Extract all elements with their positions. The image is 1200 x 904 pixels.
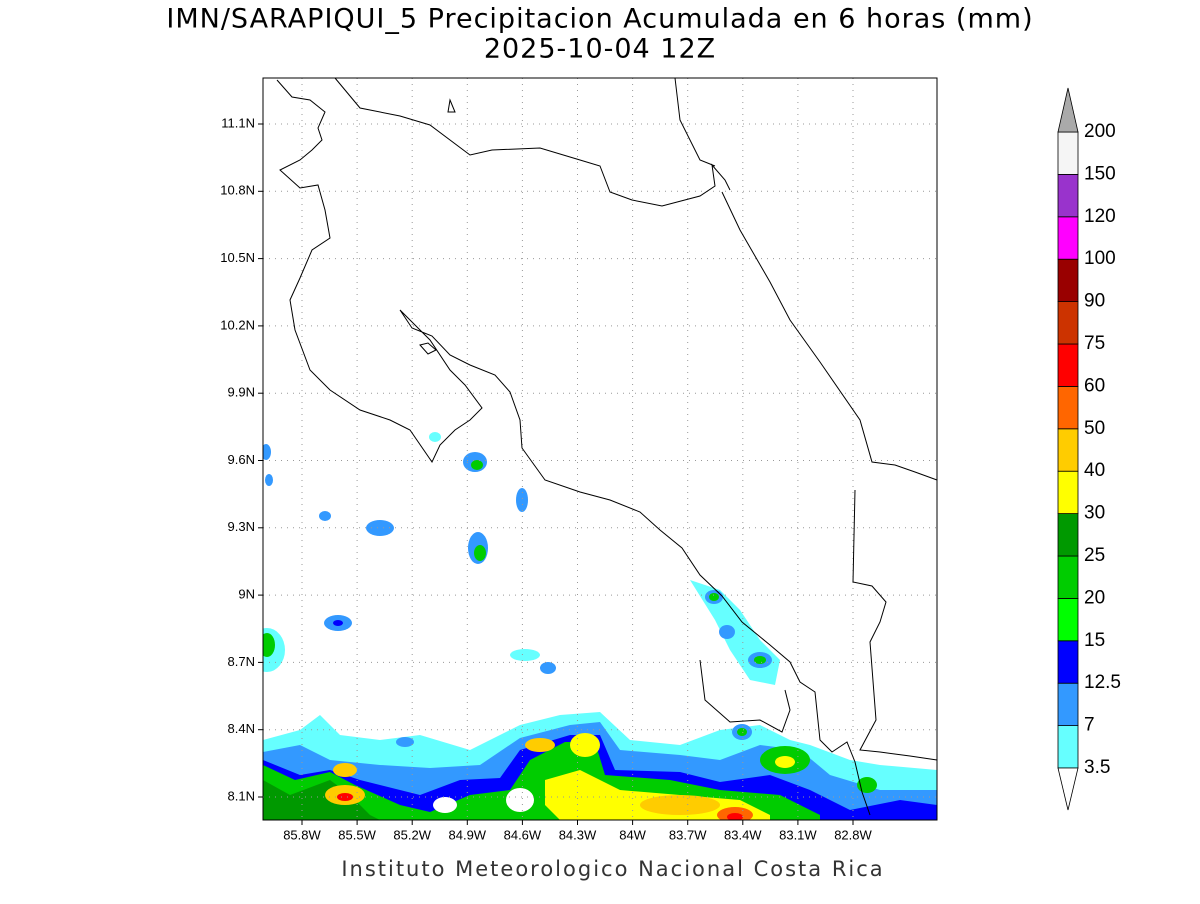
- lat-label: 9.3N: [228, 519, 255, 534]
- lon-label: 82.8W: [834, 827, 872, 842]
- colorbar-label: 200: [1084, 121, 1116, 142]
- colorbar-segment: [1057, 258, 1079, 303]
- lon-label: 84W: [619, 827, 646, 842]
- lon-label: 84.9W: [449, 827, 487, 842]
- title: IMN/SARAPIQUI_5 Precipitacion Acumulada …: [166, 4, 1033, 35]
- colorbar-label: 20: [1084, 587, 1105, 608]
- colorbar: 3.5 7 12.5 15 20 25 30 40 50 60 75 90 100 120 150 200: [1057, 87, 1121, 811]
- colorbar-segment: [1057, 640, 1079, 684]
- colorbar-segment: [1057, 173, 1079, 218]
- grid: [263, 78, 937, 820]
- colorbar-label: 7: [1084, 715, 1095, 736]
- lat-label: 10.8N: [220, 183, 255, 198]
- lon-label: 85.8W: [283, 827, 321, 842]
- lon-label: 83.4W: [724, 827, 762, 842]
- lat-label: 9N: [238, 587, 255, 602]
- colorbar-label: 150: [1084, 163, 1116, 184]
- colorbar-label: 12.5: [1084, 672, 1121, 693]
- colorbar-segment: [1057, 470, 1079, 515]
- subtitle: 2025-10-04 12Z: [484, 34, 716, 65]
- colorbar-segment: [1057, 131, 1079, 175]
- coastlines: [276, 77, 938, 816]
- colorbar-label: 90: [1084, 291, 1105, 312]
- colorbar-segment: [1057, 682, 1079, 727]
- colorbar-under: [1057, 767, 1079, 811]
- footer: Instituto Meteorologico Nacional Costa R…: [341, 857, 884, 881]
- lon-label: 84.3W: [559, 827, 597, 842]
- colorbar-segment: [1057, 385, 1079, 430]
- precipitation-field: [263, 432, 937, 820]
- lat-label: 9.9N: [228, 385, 255, 400]
- colorbar-label: 100: [1084, 248, 1116, 269]
- lat-label: 10.5N: [220, 250, 255, 265]
- colorbar-segment: [1057, 301, 1079, 345]
- colorbar-label: 50: [1084, 418, 1105, 439]
- lon-label: 84.6W: [504, 827, 542, 842]
- lat-label: 8.4N: [228, 721, 255, 736]
- lat-label: 10.2N: [220, 317, 255, 332]
- colorbar-label: 30: [1084, 503, 1105, 524]
- lat-label: 9.6N: [228, 452, 255, 467]
- colorbar-label: 60: [1084, 375, 1105, 396]
- lon-label: 83.7W: [669, 827, 707, 842]
- colorbar-label: 15: [1084, 630, 1105, 651]
- colorbar-segment: [1057, 513, 1079, 557]
- lat-label: 8.7N: [228, 654, 255, 669]
- lon-label: 85.2W: [393, 827, 431, 842]
- colorbar-label: 40: [1084, 460, 1105, 481]
- colorbar-label: 120: [1084, 206, 1116, 227]
- lat-label: 8.1N: [228, 788, 255, 803]
- colorbar-segment: [1057, 343, 1079, 387]
- map-frame: [262, 77, 938, 821]
- colorbar-segment: [1057, 555, 1079, 599]
- colorbar-segment: [1057, 725, 1079, 769]
- lon-label: 85.5W: [338, 827, 376, 842]
- lat-label: 11.1N: [221, 115, 255, 130]
- colorbar-label: 3.5: [1084, 757, 1110, 778]
- colorbar-segment: [1057, 598, 1079, 642]
- colorbar-label: 25: [1084, 545, 1105, 566]
- colorbar-label: 75: [1084, 333, 1105, 354]
- colorbar-over: [1057, 87, 1079, 133]
- lon-label: 83.1W: [779, 827, 817, 842]
- colorbar-segment: [1057, 428, 1079, 472]
- colorbar-segment: [1057, 216, 1079, 260]
